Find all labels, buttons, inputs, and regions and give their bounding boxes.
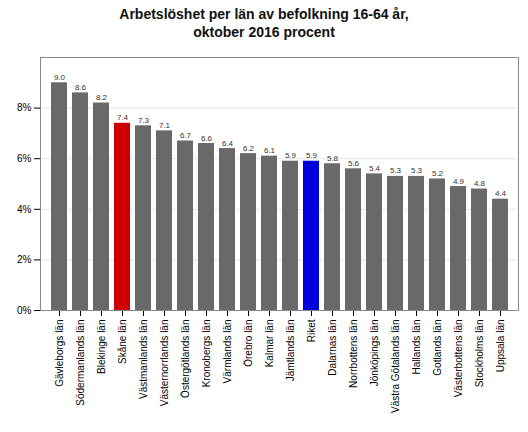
svg-text:Västra Götalands län: Västra Götalands län <box>390 320 401 413</box>
svg-text:6%: 6% <box>17 153 32 164</box>
svg-text:5.6: 5.6 <box>348 159 360 168</box>
svg-text:Dalarnas län: Dalarnas län <box>327 320 338 376</box>
svg-text:5.3: 5.3 <box>390 166 402 175</box>
svg-text:4.8: 4.8 <box>474 179 486 188</box>
svg-text:5.9: 5.9 <box>306 151 318 160</box>
svg-text:Skåne län: Skåne län <box>117 320 128 364</box>
svg-text:Jönköpings län: Jönköpings län <box>369 320 380 387</box>
svg-text:Örebro län: Örebro län <box>243 320 254 367</box>
svg-text:6.2: 6.2 <box>243 144 255 153</box>
svg-text:Södermanlands län: Södermanlands län <box>75 320 86 406</box>
svg-text:5.2: 5.2 <box>432 169 444 178</box>
svg-text:Stockholms län: Stockholms län <box>474 320 485 388</box>
svg-text:5.8: 5.8 <box>327 154 339 163</box>
svg-text:5.3: 5.3 <box>411 166 423 175</box>
svg-text:7.3: 7.3 <box>138 116 150 125</box>
svg-text:Kronobergs län: Kronobergs län <box>201 320 212 388</box>
svg-text:2%: 2% <box>17 254 32 265</box>
svg-text:Östergötlands län: Östergötlands län <box>180 320 191 398</box>
svg-text:Hallands län: Hallands län <box>411 320 422 375</box>
svg-text:5.4: 5.4 <box>369 164 381 173</box>
svg-text:4.4: 4.4 <box>495 189 507 198</box>
svg-text:Norrbottens län: Norrbottens län <box>348 320 359 388</box>
svg-text:6.7: 6.7 <box>180 131 192 140</box>
svg-text:6.6: 6.6 <box>201 134 213 143</box>
svg-text:7.4: 7.4 <box>117 113 129 122</box>
svg-text:Uppsala län: Uppsala län <box>495 320 506 373</box>
svg-text:8.2: 8.2 <box>96 93 108 102</box>
svg-text:9.0: 9.0 <box>54 73 66 82</box>
svg-text:Blekinge län: Blekinge län <box>96 320 107 374</box>
svg-text:8%: 8% <box>17 102 32 113</box>
svg-text:Riket: Riket <box>306 319 317 342</box>
svg-text:Värmlands län: Värmlands län <box>222 320 233 384</box>
svg-text:Jämtlands län: Jämtlands län <box>285 320 296 382</box>
svg-text:6.1: 6.1 <box>264 146 276 155</box>
svg-text:0%: 0% <box>17 305 32 316</box>
svg-text:4.9: 4.9 <box>453 177 465 186</box>
svg-text:8.6: 8.6 <box>75 83 87 92</box>
svg-text:Gotlands län: Gotlands län <box>432 320 443 376</box>
svg-text:Västmanlands län: Västmanlands län <box>138 320 149 400</box>
svg-text:7.1: 7.1 <box>159 121 171 130</box>
svg-text:6.4: 6.4 <box>222 139 234 148</box>
svg-text:Västernorrlands län: Västernorrlands län <box>159 320 170 407</box>
svg-text:Västerbottens län: Västerbottens län <box>453 320 464 398</box>
html-text:Arbetslöshet per län av befolk: Arbetslöshet per län av befolkning 16-64… <box>119 6 409 40</box>
svg-text:5.9: 5.9 <box>285 151 297 160</box>
svg-text:Gävleborgs län: Gävleborgs län <box>54 320 65 387</box>
svg-text:Kalmar län: Kalmar län <box>264 320 275 368</box>
svg-text:4%: 4% <box>17 204 32 215</box>
